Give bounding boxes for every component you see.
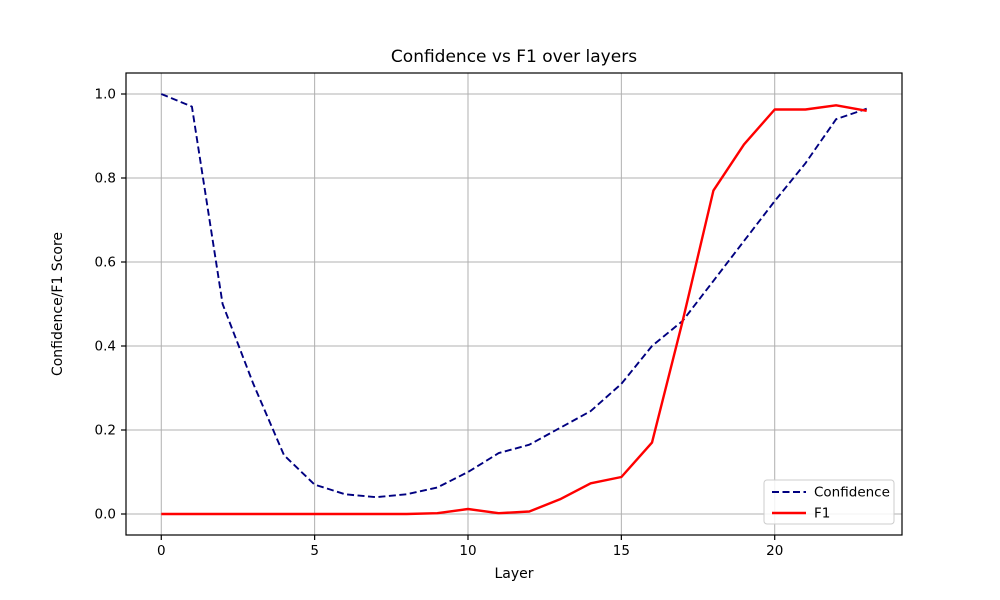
y-tick-label-4: 0.8 [95,171,116,187]
x-tick-label-2: 10 [459,543,476,559]
y-axis-label: Confidence/F1 Score [50,232,66,376]
x-axis-label: Layer [494,566,533,582]
y-tick-label-2: 0.4 [95,339,116,355]
grid-layer [126,73,902,535]
x-tick-label-3: 15 [613,543,630,559]
confidence-line [160,93,868,499]
x-tick-label-4: 20 [766,543,783,559]
y-tick-label-5: 1.0 [95,87,116,103]
axes-frame-layer [125,72,903,536]
legend: Confidence F1 [763,479,895,525]
y-tick-label-3: 0.6 [95,255,116,271]
y-tick-label-0: 0.0 [95,507,116,523]
y-tick-label-1: 0.2 [95,423,116,439]
ticks-layer: 0 5 10 15 20 0.0 0.2 0.4 0.6 0.8 1.0 [95,87,784,560]
axes-frame [125,72,903,536]
series-layer [160,93,868,516]
chart-title: Confidence vs F1 over layers [391,47,637,67]
legend-label-f1: F1 [814,506,830,522]
x-tick-label-0: 0 [157,543,166,559]
f1-line [161,104,867,516]
legend-label-confidence: Confidence [814,485,890,501]
x-tick-label-1: 5 [310,543,319,559]
